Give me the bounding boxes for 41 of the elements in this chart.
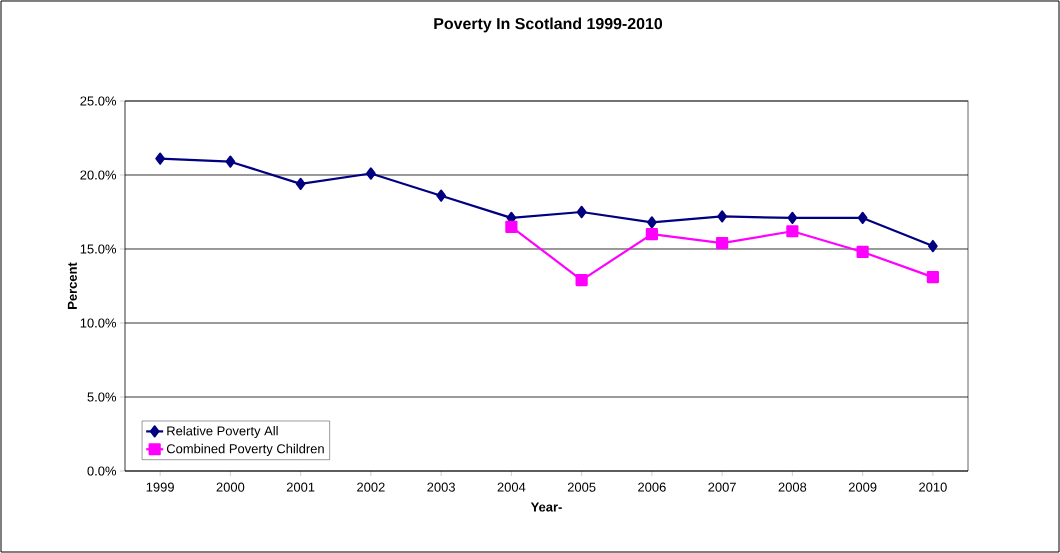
x-tick-label: 2001 (286, 482, 315, 492)
x-tick-label: 2002 (357, 482, 385, 492)
point (787, 211, 798, 225)
x-tick-label: 2010 (919, 482, 947, 492)
x-tick-label: 2005 (567, 482, 596, 492)
point (155, 152, 165, 165)
y-axis-title: Percent (67, 262, 77, 309)
chart-title: Poverty In Scotland 1999-2010 (434, 17, 663, 33)
point (295, 177, 306, 190)
y-tick-label: 20.0% (80, 170, 117, 180)
point (716, 236, 729, 250)
y-tick-label: 0.0% (87, 466, 117, 476)
x-tick-label: 2009 (848, 482, 877, 492)
point (505, 220, 518, 233)
point (786, 225, 799, 238)
legend-label: Combined Poverty Children (166, 443, 324, 456)
x-tick-label: 2003 (427, 482, 455, 492)
x-tick-label: 2007 (708, 482, 736, 492)
point (647, 216, 657, 229)
y-tick-label: 15.0% (80, 244, 117, 254)
legend-label: Relative Poverty All (167, 425, 278, 439)
point (366, 167, 376, 180)
point (857, 211, 868, 225)
x-tick-label: 1999 (146, 482, 174, 492)
point (225, 155, 236, 168)
point (856, 245, 869, 259)
x-tick-label: 2008 (778, 482, 807, 492)
y-tick-label: 10.0% (80, 318, 117, 328)
point (436, 189, 446, 202)
point (576, 205, 587, 219)
point (645, 228, 658, 241)
x-axis-title: Year- (530, 502, 562, 512)
y-tick-label: 5.0% (87, 392, 117, 402)
point (928, 239, 938, 253)
point (717, 210, 727, 223)
point (926, 271, 939, 284)
x-tick-label: 2006 (638, 482, 666, 492)
point (575, 273, 588, 287)
x-tick-label: 2004 (497, 482, 526, 492)
y-tick-label: 25.0% (80, 96, 117, 106)
x-tick-label: 2000 (216, 482, 245, 492)
